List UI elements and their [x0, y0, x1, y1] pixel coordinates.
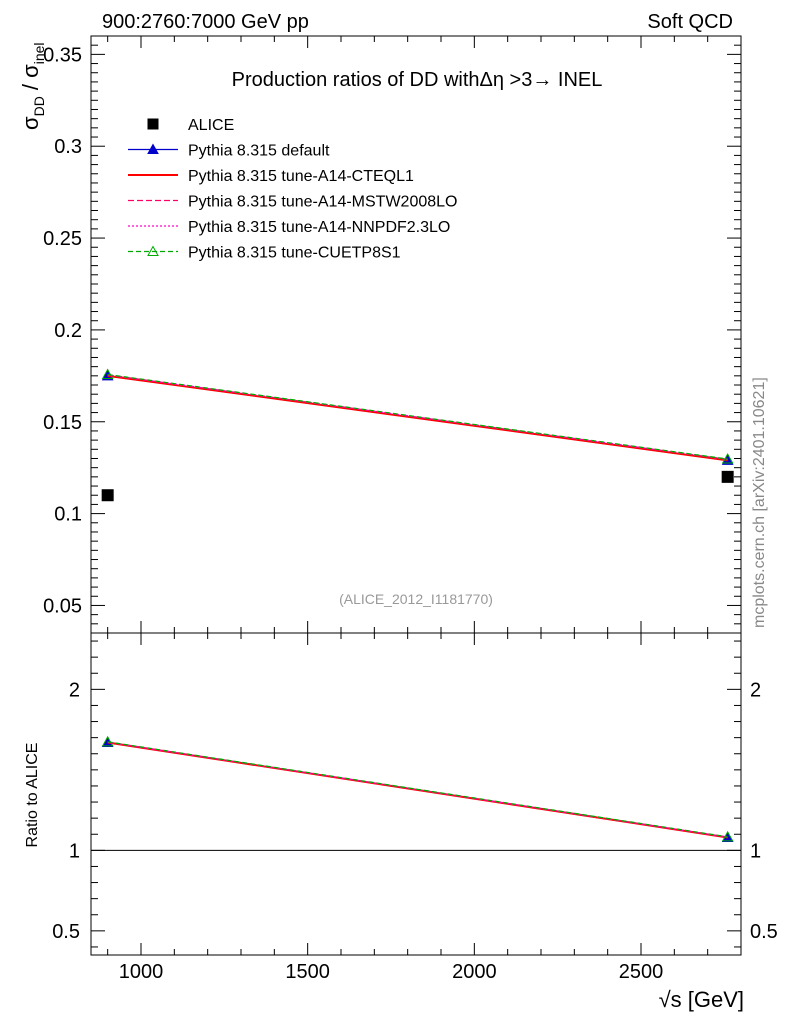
legend-label: Pythia 8.315 tune-A14-CTEQL1	[188, 168, 414, 185]
series	[101, 470, 734, 502]
data-point	[101, 489, 114, 502]
x-tick-label: 2500	[619, 961, 664, 983]
series-line	[107, 741, 728, 838]
data-point	[721, 470, 734, 483]
x-tick-label: 2000	[452, 961, 497, 983]
ratio-y-axis-label: Ratio to ALICE	[24, 743, 41, 848]
y-label-sub-inel: inel	[31, 42, 47, 64]
y-label-sigma: σ	[18, 116, 43, 130]
main-y-tick-labels: 0.05 0.1 0.15 0.2 0.25 0.3 0.35	[43, 44, 82, 617]
y-tick-label: 0.15	[43, 412, 82, 434]
x-tick-label: 1500	[285, 961, 330, 983]
legend-entry: Pythia 8.315 default	[128, 143, 330, 160]
legend-entry: Pythia 8.315 tune-A14-NNPDF2.3LO	[128, 219, 450, 236]
y-tick-label: 0.05	[43, 595, 82, 617]
header-left: 900:2760:7000 GeV pp	[102, 11, 309, 33]
ratio-y-tick-label-left: 0.5	[52, 921, 80, 943]
y-tick-label: 0.25	[43, 228, 82, 250]
data-point	[101, 368, 114, 380]
legend-entry: Pythia 8.315 tune-CUETP8S1	[128, 245, 401, 262]
ratio-y-tick-label-right: 2	[750, 679, 761, 701]
watermark: mcplots.cern.ch [arXiv:2401.10621]	[751, 377, 768, 628]
legend-label: Pythia 8.315 tune-CUETP8S1	[188, 245, 401, 262]
y-tick-label: 0.2	[54, 320, 82, 342]
legend-label: Pythia 8.315 default	[188, 143, 330, 160]
data-point	[147, 143, 159, 154]
x-axis-label: √s [GeV]	[659, 987, 744, 1012]
data-point	[147, 118, 159, 130]
series	[107, 374, 728, 462]
data-point	[721, 830, 734, 842]
header-right: Soft QCD	[647, 11, 733, 33]
ratio-y-tick-label-right: 1	[750, 840, 761, 862]
y-tick-label: 0.35	[43, 44, 82, 66]
x-tick-labels: 1000 1500 2000 2500	[119, 961, 664, 983]
series	[101, 368, 734, 464]
legend-entry: Pythia 8.315 tune-A14-CTEQL1	[128, 168, 414, 185]
legend-entry: Pythia 8.315 tune-A14-MSTW2008LO	[128, 194, 457, 211]
main-axis-ticks	[91, 35, 742, 634]
main-y-axis-label: σDD / σinel	[18, 42, 47, 130]
ratio-y-tick-label-right: 0.5	[750, 921, 778, 943]
ratio-series	[91, 735, 741, 851]
y-label-sub-dd: DD	[31, 96, 47, 116]
analysis-id: (ALICE_2012_I1181770)	[339, 591, 493, 607]
ratio-panel-frame	[90, 632, 742, 956]
series-line	[107, 373, 728, 460]
legend-label: Pythia 8.315 tune-A14-MSTW2008LO	[188, 194, 457, 211]
series-line	[107, 374, 728, 462]
legend-label: Pythia 8.315 tune-A14-NNPDF2.3LO	[188, 219, 450, 236]
legend-entry: ALICE	[147, 117, 234, 134]
ratio-axis-ticks	[91, 633, 742, 955]
legend-label: ALICE	[188, 117, 234, 134]
y-label-slash: / σ	[18, 64, 43, 96]
ratio-y-tick-label-left: 1	[69, 840, 80, 862]
data-point	[147, 245, 159, 256]
ratio-y-tick-labels: 0.5 0.5 1 1 2 2	[52, 679, 778, 943]
data-point	[721, 453, 734, 464]
legend: ALICE Pythia 8.315 default Pythia 8.315 tu…	[128, 117, 457, 262]
series	[101, 735, 734, 842]
chart-title: Production ratios of DD withΔη >3→ INEL	[232, 69, 603, 91]
data-point	[101, 735, 114, 747]
ratio-y-tick-label-left: 2	[69, 679, 80, 701]
main-series	[101, 368, 734, 502]
y-tick-label: 0.3	[54, 136, 82, 158]
y-tick-label: 0.1	[54, 504, 82, 526]
x-tick-label: 1000	[119, 961, 164, 983]
